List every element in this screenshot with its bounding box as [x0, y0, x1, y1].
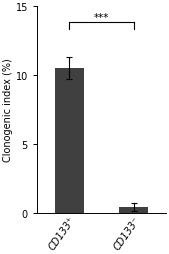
Text: ***: *** — [94, 13, 109, 23]
Bar — [55, 69, 84, 213]
Y-axis label: Clonogenic index (%): Clonogenic index (%) — [3, 58, 13, 162]
Bar — [119, 208, 148, 213]
